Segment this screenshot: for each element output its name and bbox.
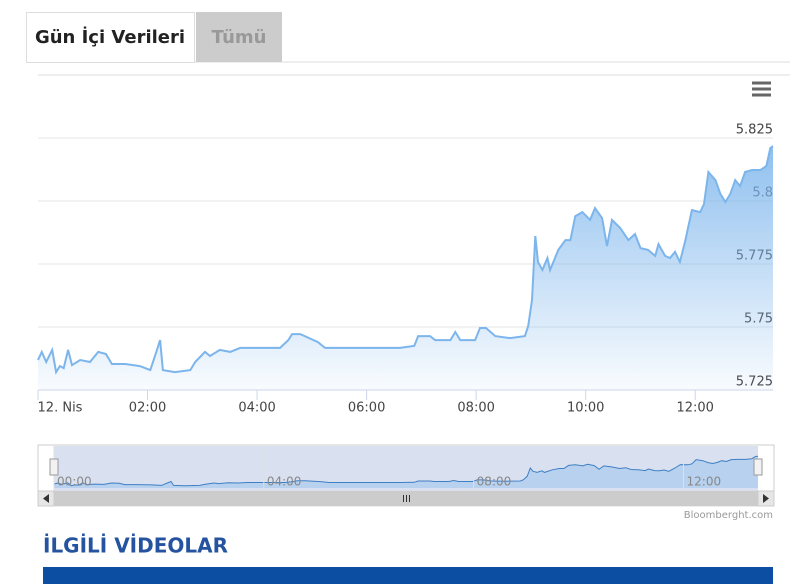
menu-button[interactable]: [752, 81, 771, 97]
tab-inactive[interactable]: [196, 12, 282, 62]
line: [37, 145, 774, 375]
x-tick-label: 02:00: [129, 401, 166, 416]
x-tick-label: 10:00: [567, 401, 604, 416]
y-tick-label: 5.825: [736, 123, 773, 138]
nav-tick-label: 08:00: [477, 475, 512, 489]
arrow-icon: [763, 494, 769, 503]
x-tick-label: 04:00: [238, 401, 275, 416]
x-tick-label: 12. Nis: [38, 401, 83, 416]
nav-handle[interactable]: [49, 458, 59, 476]
navigator-mask[interactable]: [54, 446, 758, 491]
navigator-area: [54, 456, 758, 488]
scroll-grip: [403, 495, 410, 502]
tab-active[interactable]: [26, 12, 195, 63]
tab-label[interactable]: Gün İçi Verileri: [35, 26, 185, 48]
arrow-icon: [43, 494, 49, 503]
area: [38, 146, 773, 390]
x-tick-label: 06:00: [348, 401, 385, 416]
nav-tick-label: 00:00: [57, 475, 92, 489]
nav-handle[interactable]: [753, 458, 763, 476]
x-tick-label: 12:00: [676, 401, 713, 416]
tab-label[interactable]: Tümü: [212, 27, 267, 48]
credit[interactable]: Bloomberght.com: [684, 510, 773, 521]
nav-tick-label: 12:00: [687, 475, 722, 489]
x-tick-label: 08:00: [457, 401, 494, 416]
video-bar: [43, 567, 773, 584]
navigator: [37, 444, 775, 492]
navigator-plot: 00:00 04:00 08:00 12:00: [53, 446, 759, 491]
nav-tick-label: 04:00: [267, 475, 302, 489]
section-title: İLGİLİ VİDEOLAR: [43, 534, 228, 558]
navigator-line: [53, 455, 759, 487]
